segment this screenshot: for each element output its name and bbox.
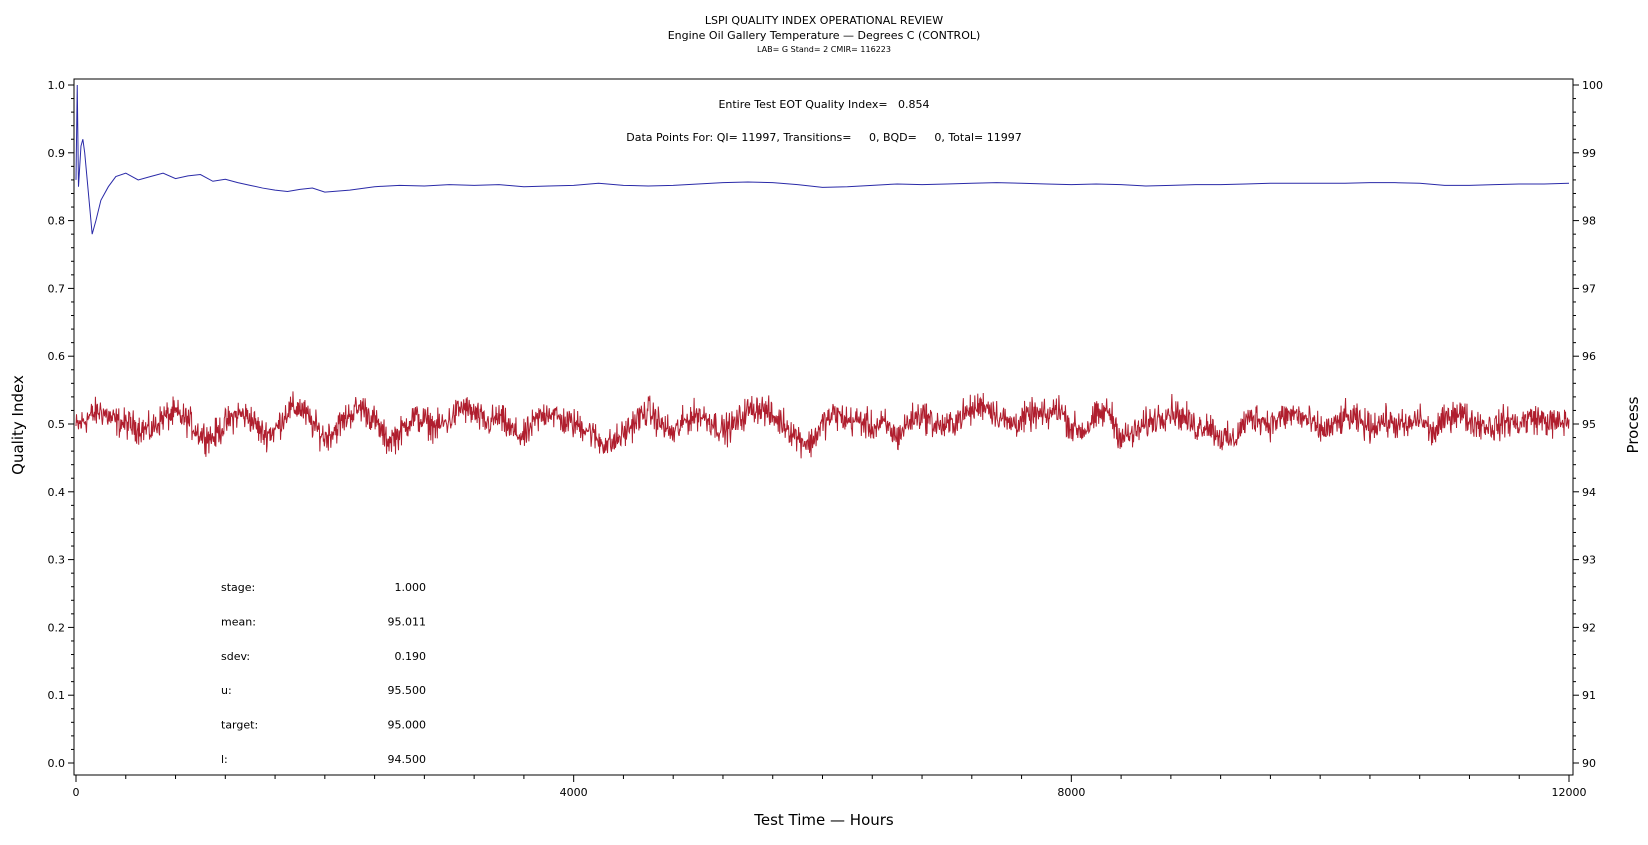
right-tick-label: 100: [1582, 79, 1603, 92]
left-tick-label: 0.9: [48, 147, 66, 160]
left-tick-label: 0.4: [48, 486, 66, 499]
stat-value: 0.190: [395, 650, 427, 663]
chart-subtitle: Engine Oil Gallery Temperature — Degrees…: [668, 29, 981, 42]
x-tick-label: 4000: [560, 786, 588, 799]
right-tick-label: 90: [1582, 757, 1596, 770]
process-series-line: [75, 391, 1570, 459]
x-tick-label: 0: [73, 786, 80, 799]
stat-label: stage:: [221, 581, 255, 594]
left-axis-ticks: 0.0 0.1 0.2 0.3 0.4 0.5 0.6 0.7 0.8 0.9 1.0: [48, 79, 74, 770]
right-axis-ticks: 90 91 92 93 94 95 96 97 98 99 100: [1573, 79, 1603, 770]
right-tick-label: 98: [1582, 215, 1596, 228]
right-tick-label: 92: [1582, 621, 1596, 634]
data-points-summary: Data Points For: QI= 11997, Transitions=…: [626, 131, 1021, 144]
left-tick-label: 0.3: [48, 554, 66, 567]
stat-label: sdev:: [221, 650, 250, 663]
right-tick-label: 97: [1582, 282, 1596, 295]
right-tick-label: 91: [1582, 689, 1596, 702]
quality-index-series-line: [75, 84, 1570, 235]
stat-label: u:: [221, 684, 232, 697]
series-layer: [75, 84, 1570, 459]
x-axis-label: Test Time — Hours: [753, 811, 894, 829]
x-tick-label: 12000: [1552, 786, 1587, 799]
stat-label: l:: [221, 753, 228, 766]
chart-subsubtitle: LAB= G Stand= 2 CMIR= 116223: [757, 45, 891, 54]
stats-block: stage: 1.000 mean: 95.011 sdev: 0.190 u: 95.500…: [221, 581, 426, 766]
x-axis-ticks: 0 4000 8000 12000: [73, 775, 1587, 799]
right-tick-label: 96: [1582, 350, 1596, 363]
left-tick-label: 0.8: [48, 215, 66, 228]
y-axis-label-right: Process: [1624, 396, 1642, 453]
qi-summary: Entire Test EOT Quality Index= 0.854: [718, 98, 929, 111]
left-tick-label: 0.1: [48, 689, 66, 702]
stat-value: 94.500: [388, 753, 427, 766]
left-tick-label: 0.0: [48, 757, 66, 770]
x-tick-label: 8000: [1057, 786, 1085, 799]
right-tick-label: 93: [1582, 554, 1596, 567]
right-tick-label: 94: [1582, 486, 1596, 499]
right-tick-label: 95: [1582, 418, 1596, 431]
plot-frame: [73, 78, 1574, 776]
left-tick-label: 0.6: [48, 350, 66, 363]
chart-title: LSPI QUALITY INDEX OPERATIONAL REVIEW: [705, 14, 943, 27]
stat-value: 1.000: [395, 581, 427, 594]
stat-value: 95.500: [388, 684, 427, 697]
stat-value: 95.011: [388, 615, 427, 628]
stat-label: mean:: [221, 615, 256, 628]
left-tick-label: 0.7: [48, 282, 66, 295]
y-axis-label-left: Quality Index: [9, 375, 27, 475]
stat-value: 95.000: [388, 719, 427, 732]
stat-label: target:: [221, 719, 258, 732]
left-tick-label: 0.5: [48, 418, 66, 431]
left-tick-label: 0.2: [48, 621, 66, 634]
left-tick-label: 1.0: [48, 79, 66, 92]
right-tick-label: 99: [1582, 147, 1596, 160]
